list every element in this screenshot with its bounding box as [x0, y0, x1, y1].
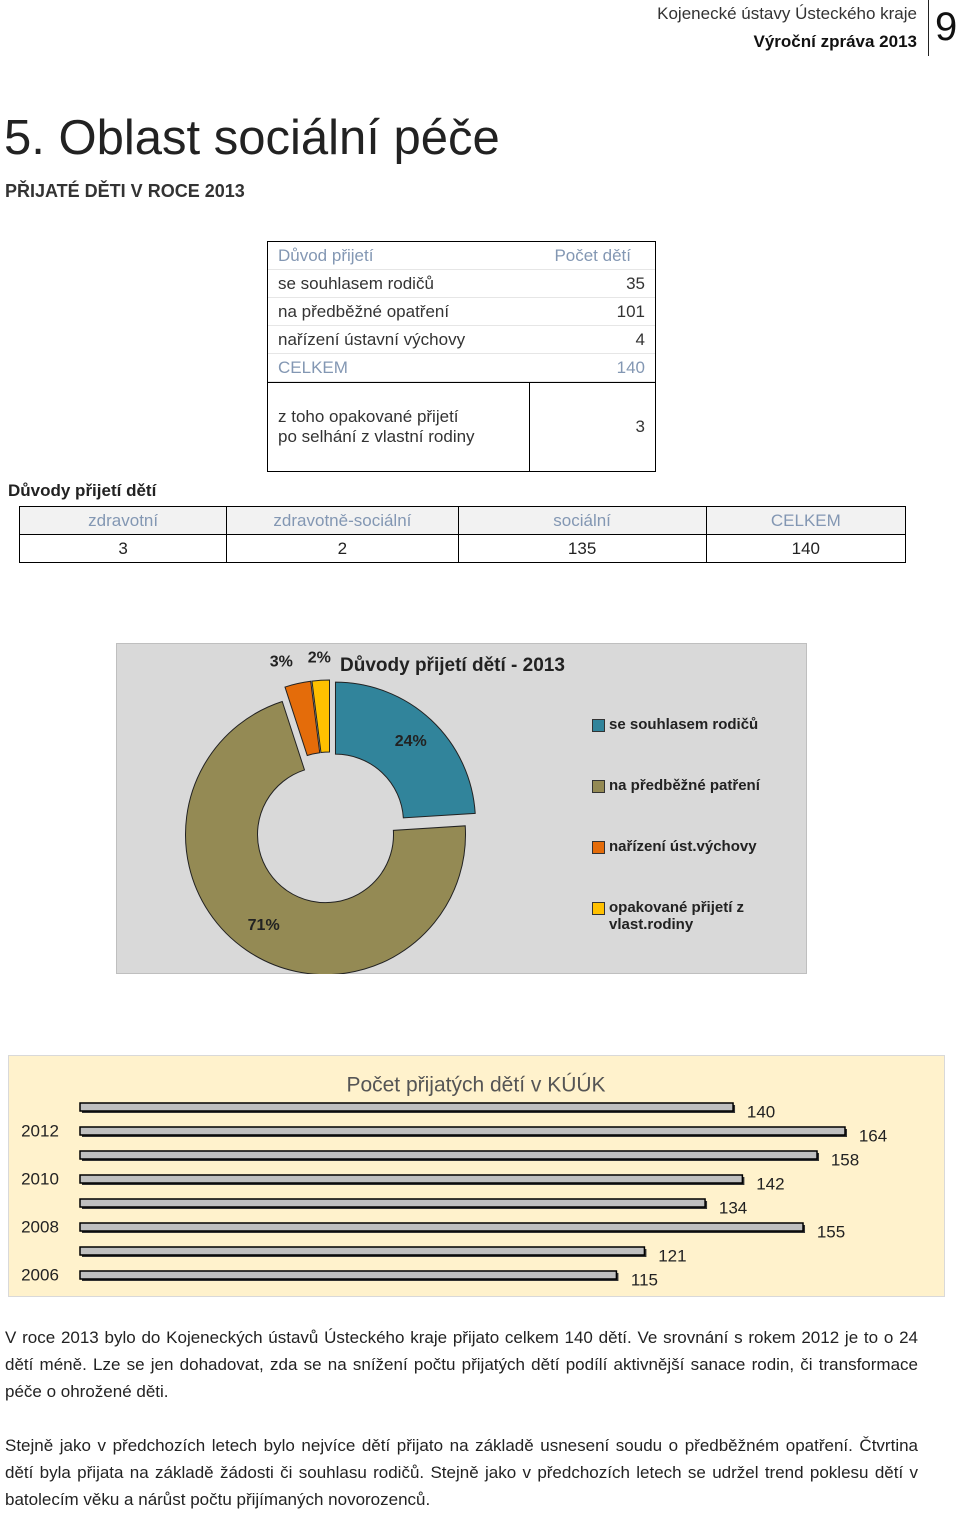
column-header: CELKEM	[770, 510, 841, 530]
legend-label: se souhlasem rodičů	[609, 716, 759, 733]
cell: 135	[459, 535, 707, 562]
pie-segment	[185, 700, 466, 974]
cell: 140	[616, 357, 645, 377]
chart-title: Počet přijatých dětí v KÚÚK	[346, 1074, 605, 1097]
bar	[79, 1150, 818, 1160]
note-line: po selhání z vlastní rodiny	[278, 427, 475, 446]
cell: CELKEM	[278, 357, 348, 377]
y-tick-label: 2006	[21, 1265, 59, 1284]
legend-label: na předběžné patření	[609, 777, 760, 794]
data-label: 71%	[248, 917, 280, 934]
data-label: 3%	[270, 653, 293, 670]
bar	[79, 1102, 734, 1112]
table-row: na předběžné opatření 101	[268, 298, 655, 326]
legend-label: opakované přijetí z vlast.rodiny	[609, 899, 745, 933]
legend-item: se souhlasem rodičů	[592, 716, 792, 733]
cell: 2	[227, 535, 459, 562]
section-title: 5. Oblast sociální péče	[4, 111, 500, 165]
legend-label: nařízení úst.výchovy	[609, 838, 757, 855]
column-header: zdravotně-sociální	[227, 507, 459, 534]
header-report: Výroční zpráva 2013	[753, 32, 917, 51]
data-label: 121	[658, 1246, 686, 1265]
bar	[79, 1270, 618, 1280]
column-header: zdravotní	[20, 507, 228, 534]
note-row: z toho opakované přijetí po selhání z vl…	[268, 382, 655, 471]
section-subtitle: PŘIJATÉ DĚTI V ROCE 2013	[5, 181, 245, 201]
data-label: 134	[719, 1198, 747, 1217]
column-header: Počet dětí	[554, 245, 631, 265]
table-row: nařízení ústavní výchovy 4	[268, 326, 655, 354]
data-label: 142	[756, 1174, 784, 1193]
data-label: 155	[817, 1222, 845, 1241]
cell: z toho opakované přijetí po selhání z vl…	[268, 407, 529, 447]
column-header: Důvod přijetí	[278, 245, 374, 265]
table-header: Důvod přijetí Počet dětí	[268, 242, 655, 270]
cell: nařízení ústavní výchovy	[278, 329, 466, 349]
y-tick-label: 2012	[21, 1121, 59, 1140]
pie-segment	[311, 679, 330, 754]
table-header: zdravotní zdravotně-sociální sociální CELKE…	[20, 507, 905, 535]
cell: na předběžné opatření	[278, 301, 450, 321]
legend-swatch	[592, 902, 605, 915]
legend-swatch	[592, 719, 605, 732]
cell: 4	[635, 329, 645, 349]
cell: 101	[616, 301, 645, 321]
paragraph: Stejně jako v předchozích letech bylo ne…	[5, 1436, 918, 1509]
legend-item: na předběžné patření	[592, 777, 792, 794]
admissions-table: Důvod přijetí Počet dětí se souhlasem ro…	[267, 241, 656, 472]
cell: 3	[20, 535, 228, 562]
header-organization: Kojenecké ústavy Ústeckého kraje	[657, 4, 917, 23]
data-label: 2%	[308, 650, 331, 667]
data-label: 158	[831, 1150, 859, 1169]
header-rule	[928, 0, 929, 56]
data-label: 164	[859, 1126, 887, 1145]
data-label: 140	[747, 1102, 775, 1121]
cell: se souhlasem rodičů	[278, 273, 434, 293]
pie-chart: Důvody přijetí dětí - 2013 24% 71% 3% 2%	[116, 643, 807, 974]
paragraph: V roce 2013 bylo do Kojeneckých ústavů Ú…	[5, 1328, 918, 1401]
y-tick-label: 2010	[21, 1169, 59, 1188]
chart-title: Důvody přijetí dětí - 2013	[340, 655, 565, 676]
pie-segment	[284, 680, 321, 757]
y-tick-label: 2008	[21, 1217, 59, 1236]
table-body: se souhlasem rodičů 35 na předběžné opatře…	[268, 270, 655, 354]
table-caption: Důvody přijetí dětí	[8, 481, 157, 500]
legend-swatch	[592, 841, 605, 854]
legend-item: opakované přijetí z vlast.rodiny	[592, 899, 792, 933]
data-label: 115	[631, 1270, 658, 1289]
page-number: 9	[935, 5, 958, 49]
bar	[79, 1246, 646, 1256]
cell: 3	[529, 383, 655, 471]
table-row: 3 2 135 140	[20, 535, 905, 562]
legend-swatch	[592, 780, 605, 793]
bar	[79, 1126, 846, 1136]
reasons-table: zdravotní zdravotně-sociální sociální CELKE…	[19, 506, 906, 563]
cell: 35	[626, 273, 645, 293]
data-label: 24%	[395, 733, 427, 750]
note-line: z toho opakované přijetí	[278, 407, 459, 426]
bar	[79, 1198, 706, 1208]
total-row: CELKEM 140	[268, 354, 655, 382]
bar	[79, 1222, 804, 1232]
pie-segment	[334, 681, 476, 819]
bar	[79, 1174, 744, 1184]
cell: 140	[791, 538, 821, 558]
bar-chart: Počet přijatých dětí v KÚÚK 140 164 2012 15…	[8, 1055, 945, 1297]
legend-item: nařízení úst.výchovy	[592, 838, 792, 855]
column-header: sociální	[459, 507, 707, 534]
table-row: se souhlasem rodičů 35	[268, 270, 655, 298]
